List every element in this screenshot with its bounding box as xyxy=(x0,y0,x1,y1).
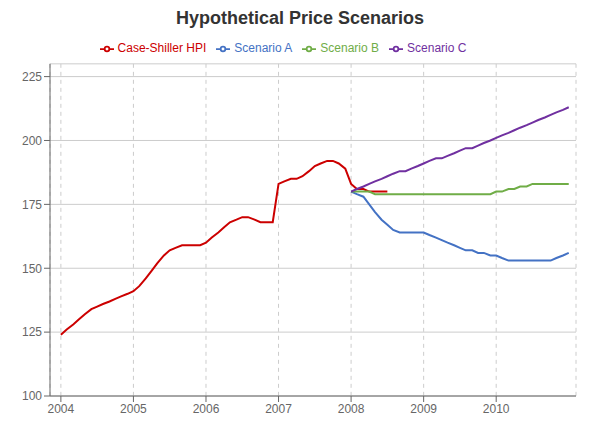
svg-text:2004: 2004 xyxy=(48,402,75,416)
html-text:Scenario A: Scenario A xyxy=(234,41,293,55)
svg-text:150: 150 xyxy=(22,262,42,276)
html-text:Scenario C: Scenario C xyxy=(407,41,467,55)
svg-text:200: 200 xyxy=(22,134,42,148)
svg-text:100: 100 xyxy=(22,389,42,403)
svg-text:2005: 2005 xyxy=(120,402,147,416)
svg-text:2007: 2007 xyxy=(265,402,292,416)
svg-text:2008: 2008 xyxy=(338,402,365,416)
svg-text:225: 225 xyxy=(22,70,42,84)
svg-text:175: 175 xyxy=(22,198,42,212)
svg-text:125: 125 xyxy=(22,325,42,339)
html-text:Scenario B: Scenario B xyxy=(320,41,379,55)
html-text:Hypothetical Price Scenarios: Hypothetical Price Scenarios xyxy=(175,8,424,28)
svg-text:2009: 2009 xyxy=(410,402,437,416)
svg-text:2006: 2006 xyxy=(193,402,220,416)
html-text:Case-Shiller HPI: Case-Shiller HPI xyxy=(117,41,207,55)
svg-text:2010: 2010 xyxy=(483,402,510,416)
